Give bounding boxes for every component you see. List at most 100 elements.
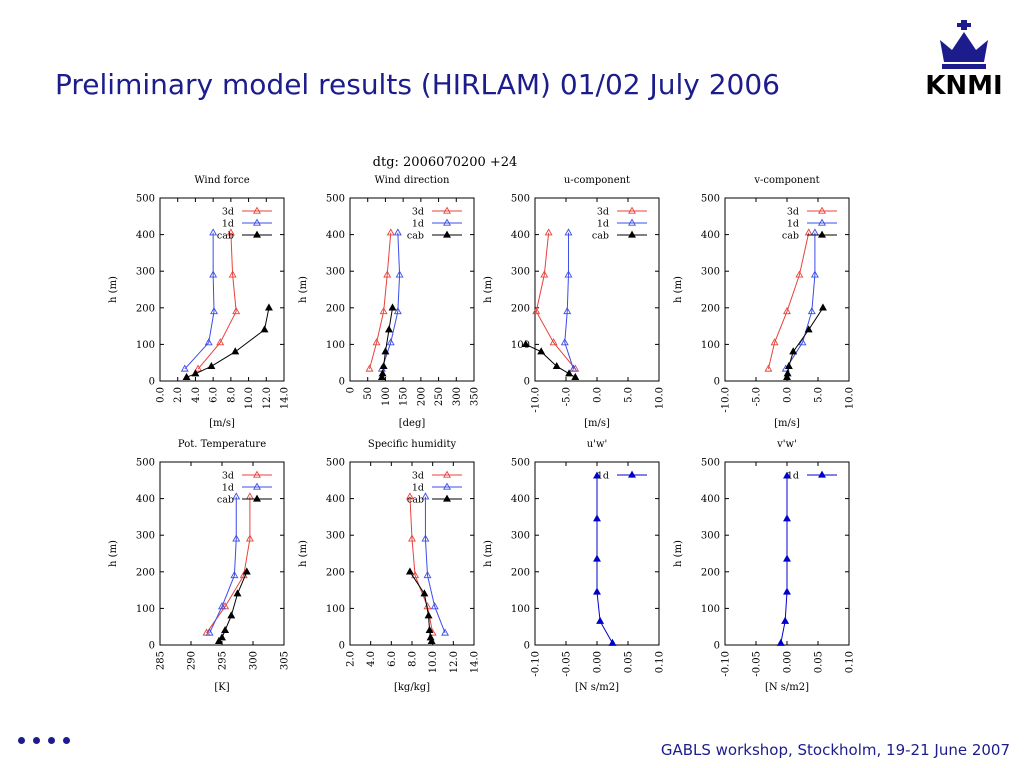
data-point-cab bbox=[182, 372, 191, 380]
data-point-cab bbox=[424, 611, 433, 619]
data-point-1d bbox=[781, 616, 790, 624]
chart-panel-7: u'w' 0 100 200 300 400 500 -0.10 -0.05 0.00 0.05 0.… bbox=[483, 439, 666, 693]
y-tick-label: 500 bbox=[136, 194, 155, 205]
legend-marker bbox=[253, 230, 261, 238]
data-point-cab bbox=[427, 636, 436, 644]
chart-panel-3: u-component 0 100 200 300 400 500 -10.0 -5.0 0.0 5… bbox=[483, 175, 666, 429]
logo-text: KNMI bbox=[925, 71, 1002, 98]
x-tick-label: 12.0 bbox=[449, 651, 460, 673]
data-point-cab bbox=[537, 347, 546, 355]
y-tick-label: 400 bbox=[326, 230, 345, 241]
x-tick-label: 0.0 bbox=[593, 387, 604, 403]
series-line-1d bbox=[209, 496, 237, 634]
data-point-3d bbox=[764, 364, 773, 372]
legend-marker bbox=[443, 230, 451, 238]
y-tick-label: 500 bbox=[701, 194, 720, 205]
data-point-cab bbox=[783, 369, 792, 377]
x-tick-label: 2.0 bbox=[173, 387, 184, 403]
data-point-cab bbox=[552, 361, 561, 370]
data-point-1d bbox=[230, 571, 239, 579]
chart-panel-1: Wind force 0 100 200 300 400 500 0.0 2.0 4.0 6.0 8.… bbox=[108, 175, 291, 429]
x-tick-label: 10.0 bbox=[845, 387, 856, 409]
y-tick-label: 100 bbox=[136, 604, 155, 615]
footer-text: GABLS workshop, Stockholm, 19-21 June 20… bbox=[660, 741, 1010, 759]
x-tick-label: 0.0 bbox=[156, 387, 167, 403]
legend-label: cab bbox=[217, 231, 234, 242]
chart-title: v-component bbox=[753, 175, 819, 186]
legend-label: cab bbox=[782, 231, 799, 242]
x-tick-label: 12.0 bbox=[262, 387, 273, 409]
data-point-3d bbox=[795, 270, 804, 278]
figure-header: dtg: 2006070200 +24 bbox=[373, 155, 518, 170]
data-point-cab bbox=[426, 633, 435, 641]
data-point-cab bbox=[191, 369, 200, 377]
y-tick-label: 100 bbox=[326, 604, 345, 615]
legend-marker bbox=[443, 470, 451, 478]
data-point-3d bbox=[232, 307, 241, 315]
x-tick-label: 5.0 bbox=[624, 387, 635, 403]
y-tick-label: 300 bbox=[701, 531, 720, 542]
chart-panel-8: v'w' 0 100 200 300 400 500 -0.10 -0.05 0.00 0.05 0.… bbox=[673, 439, 856, 693]
data-point-1d bbox=[204, 338, 213, 346]
y-tick-label: 300 bbox=[511, 267, 530, 278]
data-point-cab bbox=[521, 339, 530, 348]
y-tick-label: 500 bbox=[511, 194, 530, 205]
legend-marker bbox=[253, 482, 261, 490]
legend-label: 1d bbox=[597, 471, 609, 482]
y-tick-label: 0 bbox=[149, 641, 155, 652]
x-tick-label: 350 bbox=[470, 387, 481, 406]
data-point-3d bbox=[770, 338, 779, 346]
series-line-1d bbox=[381, 232, 401, 370]
series-line-1d bbox=[596, 475, 613, 644]
data-point-1d bbox=[180, 364, 189, 372]
data-point-3d bbox=[549, 338, 558, 346]
data-point-1d bbox=[569, 364, 578, 372]
legend-label: 1d bbox=[412, 219, 424, 230]
y-tick-label: 0 bbox=[714, 377, 720, 388]
x-tick-label: 150 bbox=[399, 387, 410, 406]
data-point-1d bbox=[593, 554, 601, 562]
y-axis-label: h (m) bbox=[298, 540, 309, 567]
legend-label: cab bbox=[407, 495, 424, 506]
data-point-3d bbox=[383, 270, 392, 278]
data-point-cab bbox=[420, 589, 429, 597]
x-tick-label: -10.0 bbox=[721, 387, 732, 413]
y-axis-label: h (m) bbox=[673, 276, 684, 303]
data-point-cab bbox=[804, 325, 813, 333]
y-tick-label: 200 bbox=[511, 303, 530, 314]
data-point-1d bbox=[209, 270, 218, 278]
x-tick-label: 0.05 bbox=[624, 651, 635, 673]
x-tick-label: 295 bbox=[218, 651, 229, 670]
x-tick-label: -0.05 bbox=[752, 651, 763, 677]
data-point-3d bbox=[408, 534, 416, 542]
y-tick-label: 400 bbox=[511, 230, 530, 241]
data-point-1d bbox=[205, 628, 214, 636]
x-tick-label: 14.0 bbox=[280, 387, 291, 409]
data-point-3d bbox=[245, 534, 254, 542]
data-point-1d bbox=[421, 492, 430, 500]
y-tick-label: 400 bbox=[701, 494, 720, 505]
legend-marker bbox=[253, 494, 261, 502]
data-point-cab bbox=[818, 303, 827, 311]
data-point-1d bbox=[395, 270, 404, 278]
series-line-1d bbox=[780, 475, 788, 644]
legend-marker bbox=[443, 482, 451, 490]
data-point-1d bbox=[393, 228, 402, 236]
data-point-3d bbox=[228, 270, 237, 278]
data-point-cab bbox=[571, 372, 580, 380]
y-tick-label: 100 bbox=[701, 340, 720, 351]
x-tick-label: 300 bbox=[249, 651, 260, 670]
data-point-3d bbox=[544, 228, 553, 236]
data-point-1d bbox=[593, 514, 601, 522]
x-tick-label: 0.0 bbox=[783, 387, 794, 403]
x-tick-label: 4.0 bbox=[191, 387, 202, 403]
data-point-cab bbox=[565, 369, 574, 377]
legend-label: 3d bbox=[787, 207, 799, 218]
series-line-1d bbox=[564, 232, 574, 370]
data-point-cab bbox=[231, 347, 240, 355]
data-point-1d bbox=[783, 514, 791, 522]
data-point-3d bbox=[226, 228, 235, 236]
data-point-cab bbox=[379, 361, 388, 370]
footer-dots bbox=[18, 737, 70, 744]
x-tick-label: -10.0 bbox=[531, 387, 542, 413]
